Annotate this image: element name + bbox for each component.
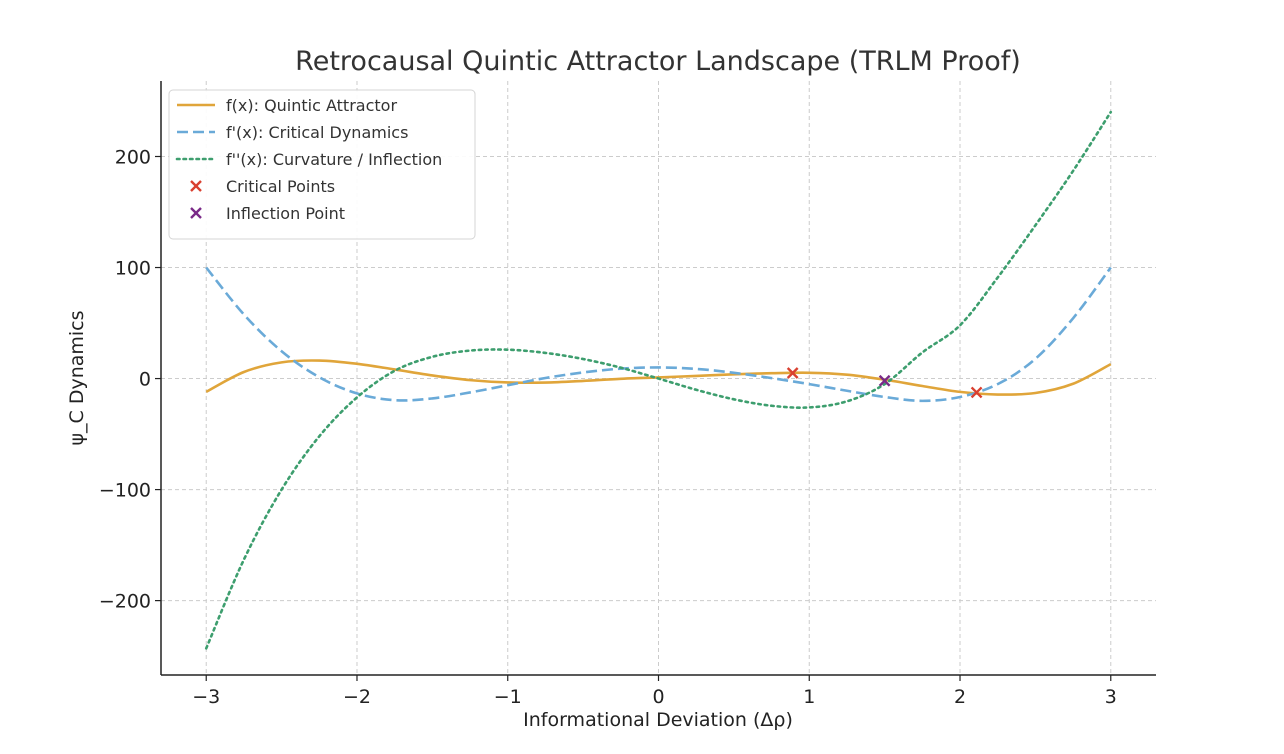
plot-series bbox=[204, 110, 1113, 650]
tick-labels: −3 −2 −1 0 1 2 3 −200 −100 0 100 200 bbox=[99, 146, 1117, 708]
y-tick-label-1: −100 bbox=[99, 480, 151, 502]
y-axis-label: ψ_C Dynamics bbox=[66, 310, 88, 445]
x-tick-label-4: 1 bbox=[803, 686, 815, 708]
series-line-1 bbox=[205, 266, 1112, 403]
y-tick-label-4: 200 bbox=[115, 146, 151, 168]
marker-1-0 bbox=[878, 374, 891, 387]
y-tick-label-2: 0 bbox=[139, 369, 151, 391]
x-tick-label-6: 3 bbox=[1105, 686, 1117, 708]
legend-box bbox=[168, 89, 476, 240]
x-tick-label-1: −2 bbox=[343, 686, 371, 708]
legend-marker-0 bbox=[190, 180, 202, 192]
legend-marker-label-0: Critical Points bbox=[226, 177, 335, 196]
legend-marker-1 bbox=[190, 207, 202, 219]
marker-0-0 bbox=[786, 367, 799, 379]
x-tick-label-2: −1 bbox=[494, 686, 522, 708]
x-tick-label-0: −3 bbox=[192, 686, 220, 708]
marker-0-1 bbox=[970, 386, 983, 399]
chart-title: Retrocausal Quintic Attractor Landscape … bbox=[295, 46, 1021, 77]
x-tick-label-5: 2 bbox=[954, 686, 966, 708]
series-line-2 bbox=[204, 110, 1113, 650]
legend-marker-label-1: Inflection Point bbox=[226, 204, 345, 223]
x-axis-label: Informational Deviation (Δρ) bbox=[523, 709, 793, 731]
y-tick-label-0: −200 bbox=[99, 591, 151, 613]
x-tick-label-3: 0 bbox=[652, 686, 664, 708]
legend-label-2: f''(x): Curvature / Inflection bbox=[226, 150, 442, 169]
legend-label-0: f(x): Quintic Attractor bbox=[226, 96, 397, 115]
legend: f(x): Quintic Attractor f'(x): Critical D… bbox=[168, 89, 476, 240]
y-tick-label-3: 100 bbox=[115, 258, 151, 280]
plot-markers bbox=[786, 367, 983, 399]
legend-label-1: f'(x): Critical Dynamics bbox=[226, 123, 408, 142]
